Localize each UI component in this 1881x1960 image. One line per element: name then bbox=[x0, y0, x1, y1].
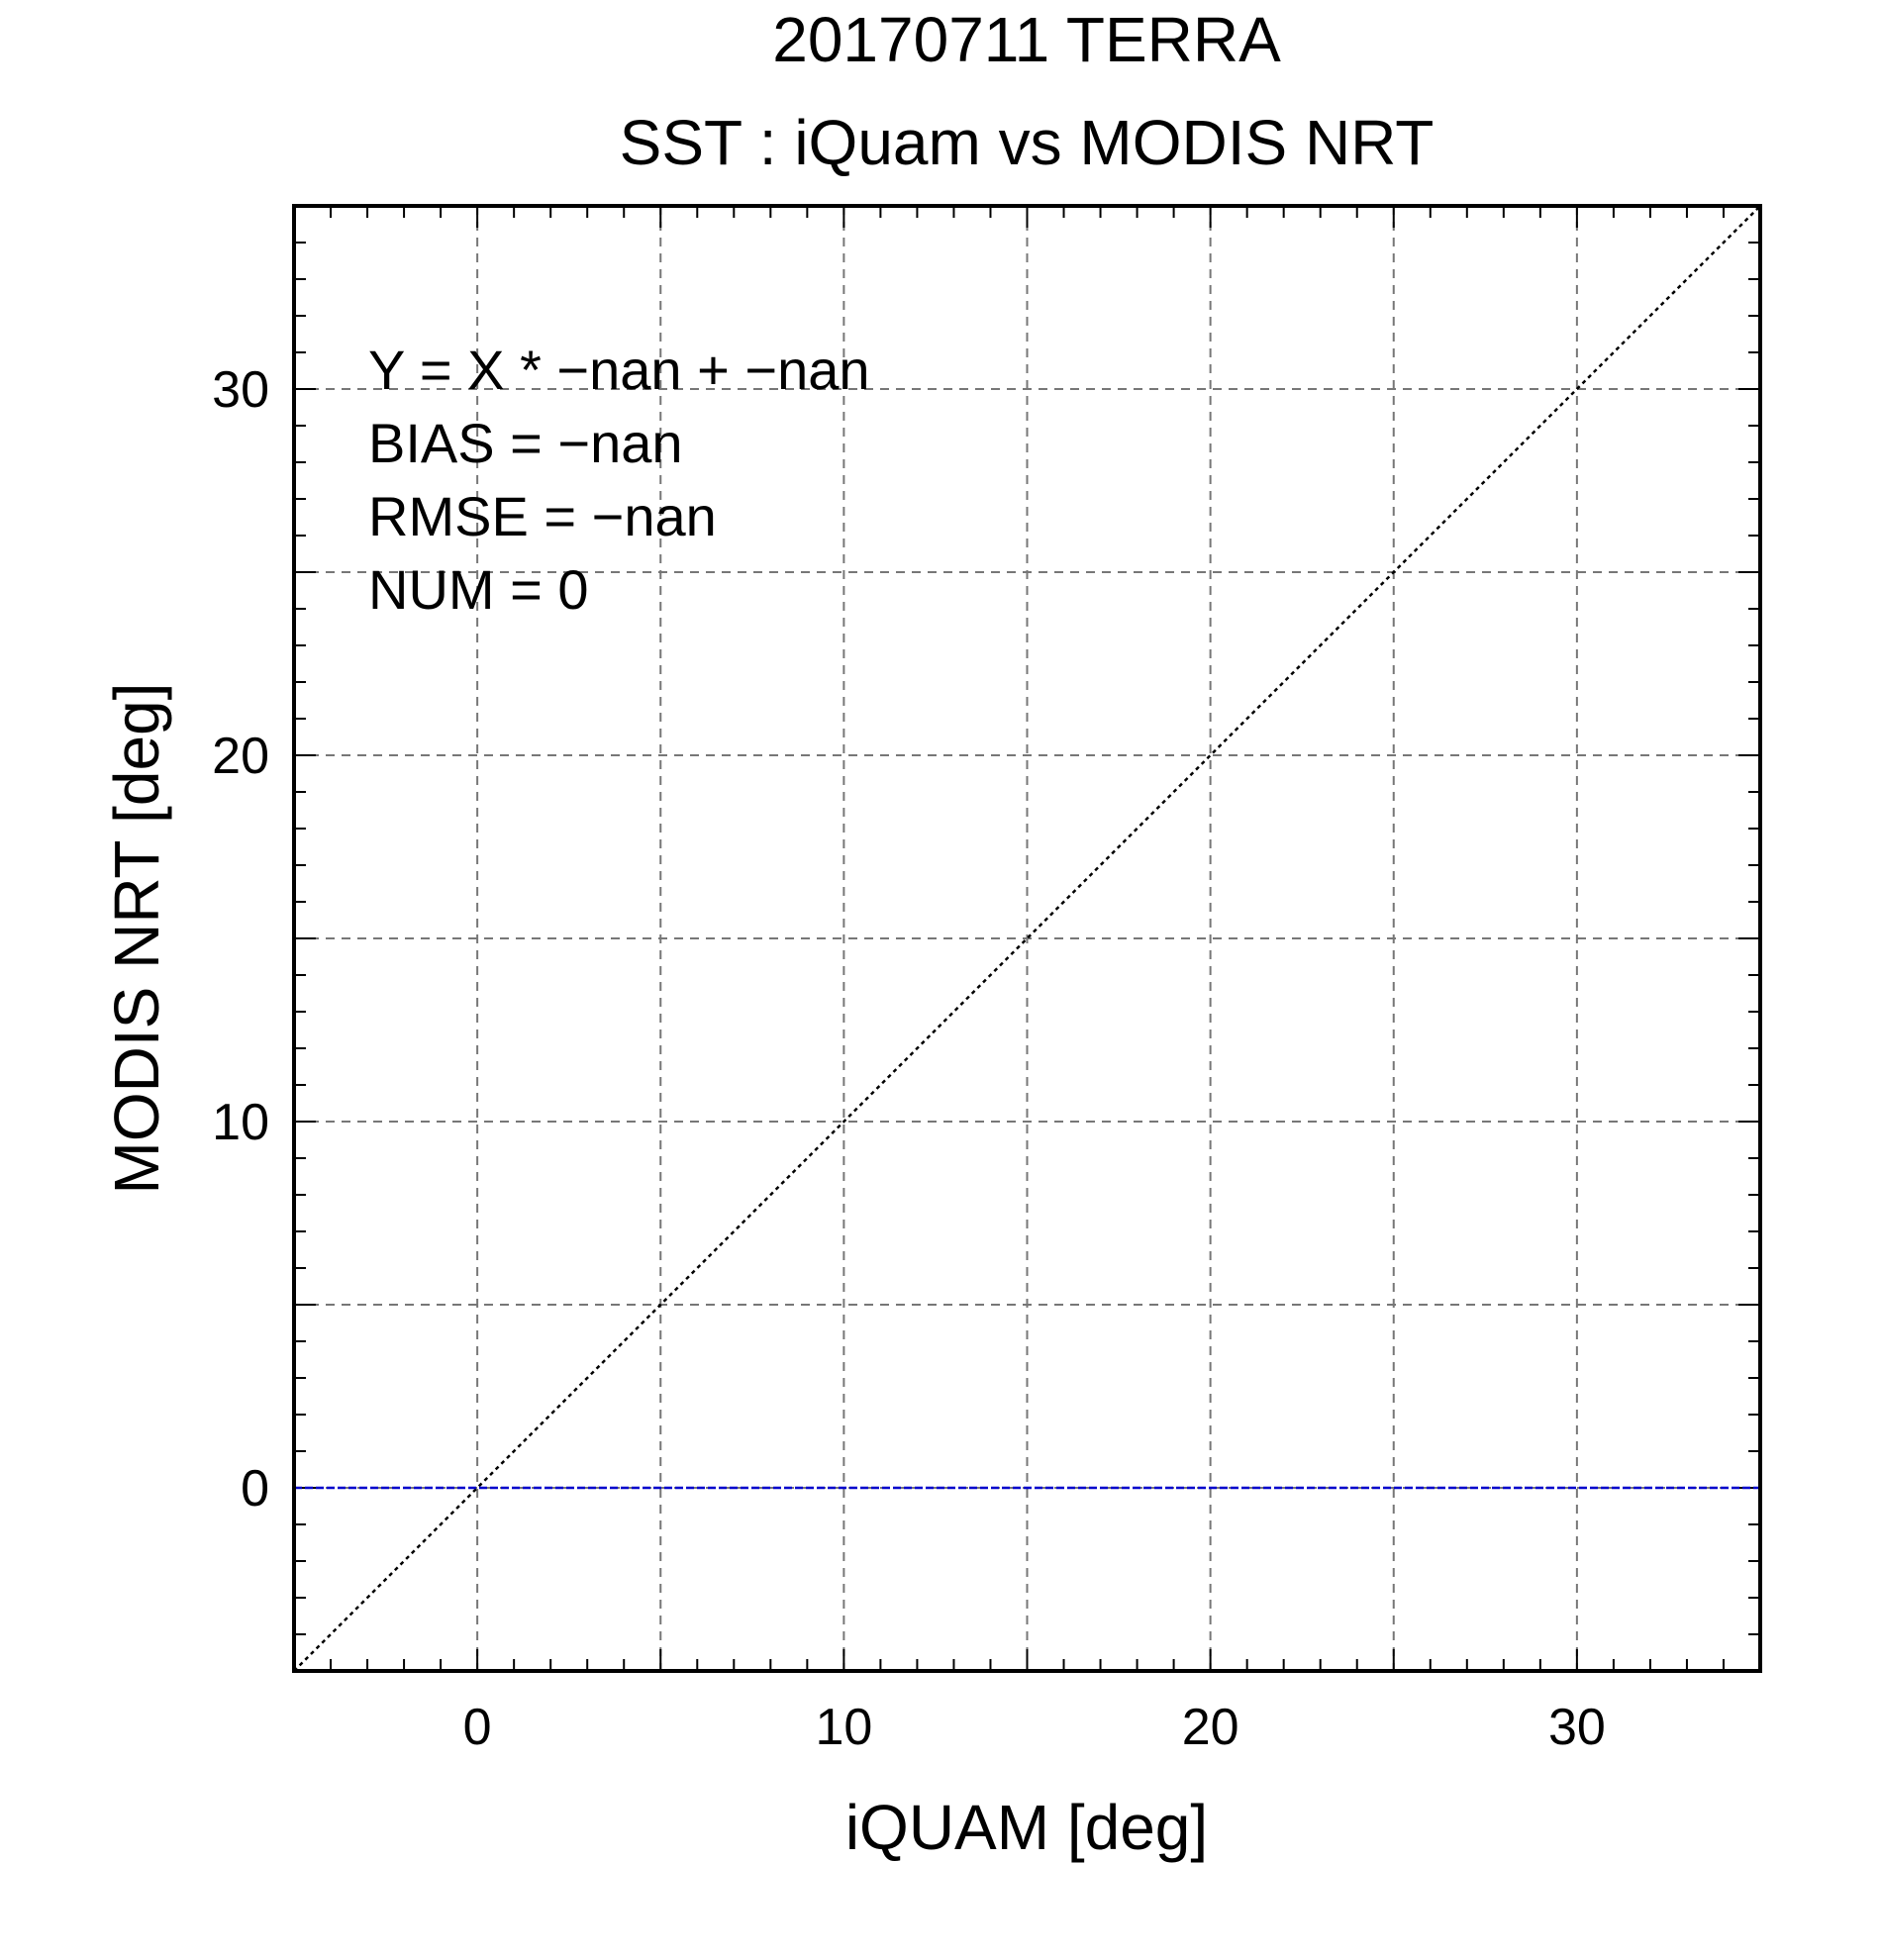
y-tick-label: 10 bbox=[212, 1094, 269, 1151]
x-tick-label: 0 bbox=[463, 1699, 492, 1756]
chart-subtitle: SST : iQuam vs MODIS NRT bbox=[620, 107, 1435, 178]
x-tick-label: 20 bbox=[1182, 1699, 1239, 1756]
stats-annotation-line: Y = X * −nan + −nan bbox=[368, 339, 870, 401]
x-tick-label: 10 bbox=[815, 1699, 872, 1756]
y-tick-label: 0 bbox=[241, 1460, 269, 1518]
stats-annotation: Y = X * −nan + −nan BIAS = −nan RMSE = −na… bbox=[368, 339, 870, 621]
plot-frame bbox=[292, 204, 1762, 1673]
stats-annotation-line: NUM = 0 bbox=[368, 558, 589, 621]
reference-lines bbox=[293, 205, 1761, 1672]
grid-lines bbox=[294, 206, 1760, 1671]
one-to-one-line bbox=[293, 205, 1761, 1672]
y-tick-label: 20 bbox=[212, 728, 269, 785]
x-tick-label: 30 bbox=[1548, 1699, 1606, 1756]
x-axis-label: iQUAM [deg] bbox=[845, 1792, 1208, 1863]
chart-title: 20170711 TERRA bbox=[772, 4, 1281, 75]
stats-annotation-line: BIAS = −nan bbox=[368, 412, 683, 474]
y-tick-label: 30 bbox=[212, 361, 269, 419]
stats-annotation-line: RMSE = −nan bbox=[368, 485, 717, 547]
tick-labels: 0 10 20 30 0 10 20 30 bbox=[212, 361, 1606, 1756]
y-axis-label: MODIS NRT [deg] bbox=[101, 683, 172, 1195]
